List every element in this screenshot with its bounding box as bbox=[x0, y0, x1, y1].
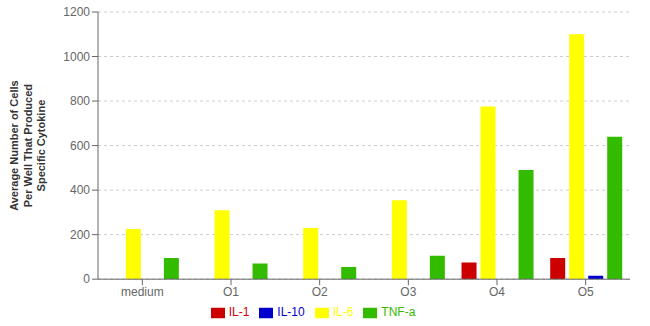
svg-text:800: 800 bbox=[70, 94, 90, 108]
html-text:IL-6: IL-6 bbox=[332, 305, 354, 320]
svg-text:O1: O1 bbox=[223, 285, 239, 299]
svg-text:0: 0 bbox=[83, 272, 90, 286]
svg-text:O3: O3 bbox=[400, 285, 416, 299]
svg-text:600: 600 bbox=[70, 139, 90, 153]
svg-text:400: 400 bbox=[70, 183, 90, 197]
svg-text:1000: 1000 bbox=[63, 50, 90, 64]
svg-text:O4: O4 bbox=[489, 285, 505, 299]
svg-text:1200: 1200 bbox=[63, 5, 90, 19]
svg-text:O2: O2 bbox=[312, 285, 328, 299]
svg-text:200: 200 bbox=[70, 228, 90, 242]
svg-text:O5: O5 bbox=[578, 285, 594, 299]
html-text:TNF-a: TNF-a bbox=[381, 305, 416, 320]
svg-text:medium: medium bbox=[121, 285, 164, 299]
svg-text:Average Number of CellsPer Wel: Average Number of CellsPer Well That Pro… bbox=[8, 80, 48, 210]
html-text:IL-1: IL-1 bbox=[228, 305, 250, 320]
html-text:IL-10: IL-10 bbox=[277, 305, 305, 320]
